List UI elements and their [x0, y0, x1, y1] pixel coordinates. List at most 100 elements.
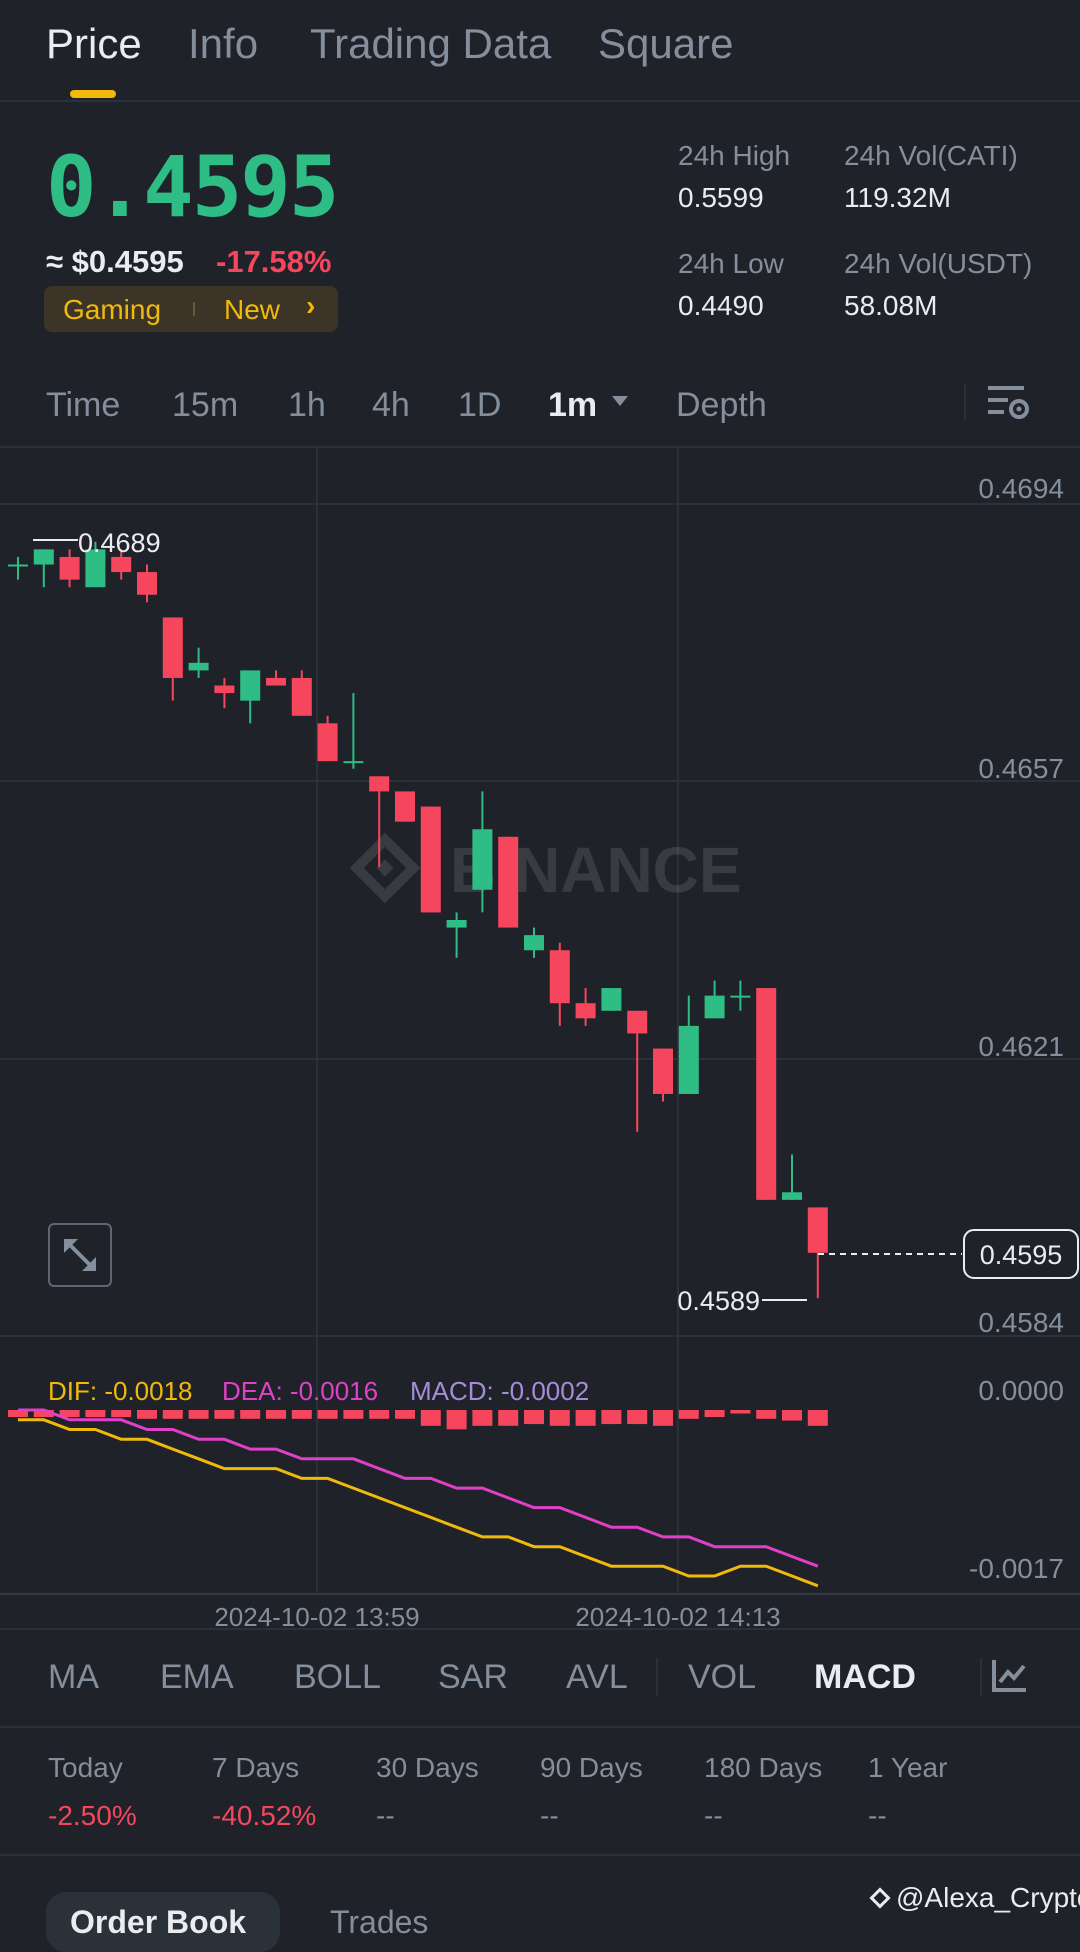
perf-label-180d: 180 Days	[704, 1752, 823, 1783]
candle-body	[653, 1048, 673, 1094]
axis-tick-label: 0.4694	[978, 473, 1064, 504]
tab-trading-data[interactable]: Trading Data	[310, 20, 552, 67]
macd-dif-label: DIF: -0.0018	[48, 1376, 193, 1406]
indicator-divider	[980, 1658, 982, 1696]
dropdown-caret-icon[interactable]	[612, 396, 628, 406]
macd-bar	[162, 1410, 183, 1419]
axis-tick-label: 0.4657	[978, 753, 1064, 784]
macd-bar	[317, 1410, 338, 1419]
candle-body	[678, 1025, 699, 1094]
candle-body	[627, 1010, 648, 1034]
tab-info[interactable]: Info	[188, 20, 259, 67]
interval-1h[interactable]: 1h	[288, 386, 326, 424]
perf-label-7d: 7 Days	[212, 1752, 300, 1783]
perf-value-7d: -40.52%	[212, 1800, 317, 1831]
perf-label-1y: 1 Year	[868, 1752, 948, 1783]
tag-gaming[interactable]: Gaming	[63, 294, 162, 325]
tab-price[interactable]: Price	[46, 20, 142, 67]
indicator-vol[interactable]: VOL	[688, 1658, 757, 1696]
candle-body	[498, 836, 519, 928]
last-price: 0.4595	[46, 138, 339, 236]
macd-bar	[85, 1410, 106, 1418]
indicator-ma[interactable]: MA	[48, 1658, 99, 1696]
binance-logo-icon	[869, 1887, 891, 1909]
chart-settings-icon[interactable]	[986, 382, 1030, 424]
price-chart[interactable]: BINANCE 0.4694 0.4657 0.4621 0.4584 0.46…	[0, 448, 1080, 1628]
candle-body	[85, 549, 106, 588]
macd-bar	[575, 1410, 596, 1426]
macd-histogram	[8, 1410, 828, 1430]
credit-text: @Alexa_Crypto	[896, 1882, 1080, 1913]
macd-bar	[653, 1410, 673, 1426]
macd-bar	[756, 1410, 777, 1419]
candle-body	[756, 988, 777, 1200]
macd-bar	[240, 1410, 261, 1419]
candle-body	[111, 556, 132, 573]
interval-divider	[964, 384, 966, 420]
macd-dea-label: DEA: -0.0016	[222, 1376, 378, 1406]
last-price-badge	[963, 1229, 1079, 1279]
macd-bar	[627, 1410, 648, 1425]
candle-body	[33, 549, 54, 565]
tab-trades[interactable]: Trades	[330, 1904, 429, 1940]
vol-quote-value: 58.08M	[844, 290, 938, 321]
candle-body	[549, 950, 570, 1004]
indicator-avl[interactable]: AVL	[566, 1658, 628, 1696]
tag-new[interactable]: New	[224, 294, 281, 325]
macd-bar	[8, 1410, 28, 1418]
axis-tick-label: 0.4621	[978, 1031, 1064, 1062]
candle-body	[240, 670, 261, 701]
time-label: 2024-10-02 13:59	[214, 1602, 419, 1628]
macd-bar	[704, 1410, 725, 1418]
tag-bar[interactable]: Gaming New ›	[44, 286, 338, 332]
perf-value-today: -2.50%	[48, 1800, 137, 1831]
candle-body	[8, 564, 28, 567]
interval-1d[interactable]: 1D	[458, 386, 502, 424]
macd-bar	[601, 1410, 622, 1425]
tab-order-book[interactable]: Order Book	[70, 1904, 247, 1940]
macd-value-label: MACD: -0.0002	[410, 1376, 589, 1406]
indicator-divider	[656, 1658, 658, 1696]
macd-bar	[730, 1410, 751, 1414]
macd-bar	[807, 1410, 828, 1426]
interval-depth[interactable]: Depth	[676, 386, 767, 424]
candles	[8, 541, 828, 1299]
indicator-boll[interactable]: BOLL	[294, 1658, 381, 1696]
indicator-sar[interactable]: SAR	[438, 1658, 508, 1696]
candle-body	[807, 1207, 828, 1253]
tab-square[interactable]: Square	[598, 20, 734, 67]
interval-time[interactable]: Time	[46, 386, 121, 424]
change-percent: -17.58%	[216, 244, 332, 279]
interval-1m[interactable]: 1m	[548, 386, 598, 424]
candle-body	[472, 829, 493, 890]
macd-bar	[782, 1410, 802, 1421]
interval-4h[interactable]: 4h	[372, 386, 410, 424]
indicator-settings-icon[interactable]	[990, 1656, 1030, 1696]
macd-bar	[59, 1410, 80, 1418]
macd-bar	[420, 1410, 441, 1426]
macd-bar	[291, 1410, 312, 1419]
fullscreen-button[interactable]	[48, 1223, 112, 1287]
interval-15m[interactable]: 15m	[172, 386, 239, 424]
indicator-macd[interactable]: MACD	[814, 1658, 916, 1696]
axis-tick-label: 0.4584	[978, 1307, 1064, 1338]
indicator-top-divider	[0, 1628, 1080, 1630]
perf-value-30d: --	[376, 1800, 395, 1831]
indicator-ema[interactable]: EMA	[160, 1658, 234, 1696]
vol-base-label: 24h Vol(CATI)	[844, 140, 1018, 171]
macd-bar	[33, 1410, 54, 1418]
perf-label-90d: 90 Days	[540, 1752, 643, 1783]
expand-icon	[64, 1239, 96, 1271]
last-price-badge-text: 0.4595	[980, 1240, 1063, 1270]
low-value: 0.4490	[678, 290, 764, 321]
macd-axis-tick: -0.0017	[969, 1553, 1064, 1584]
top-tab-bar: Price Info Trading Data Square	[0, 0, 1080, 102]
candle-body	[601, 988, 622, 1011]
time-label: 2024-10-02 14:13	[575, 1602, 780, 1628]
perf-label-30d: 30 Days	[376, 1752, 479, 1783]
candle-body	[59, 556, 80, 580]
candle-body	[420, 806, 441, 913]
vol-quote-label: 24h Vol(USDT)	[844, 248, 1033, 279]
candle-body	[575, 1003, 596, 1019]
perf-value-180d: --	[704, 1800, 723, 1831]
